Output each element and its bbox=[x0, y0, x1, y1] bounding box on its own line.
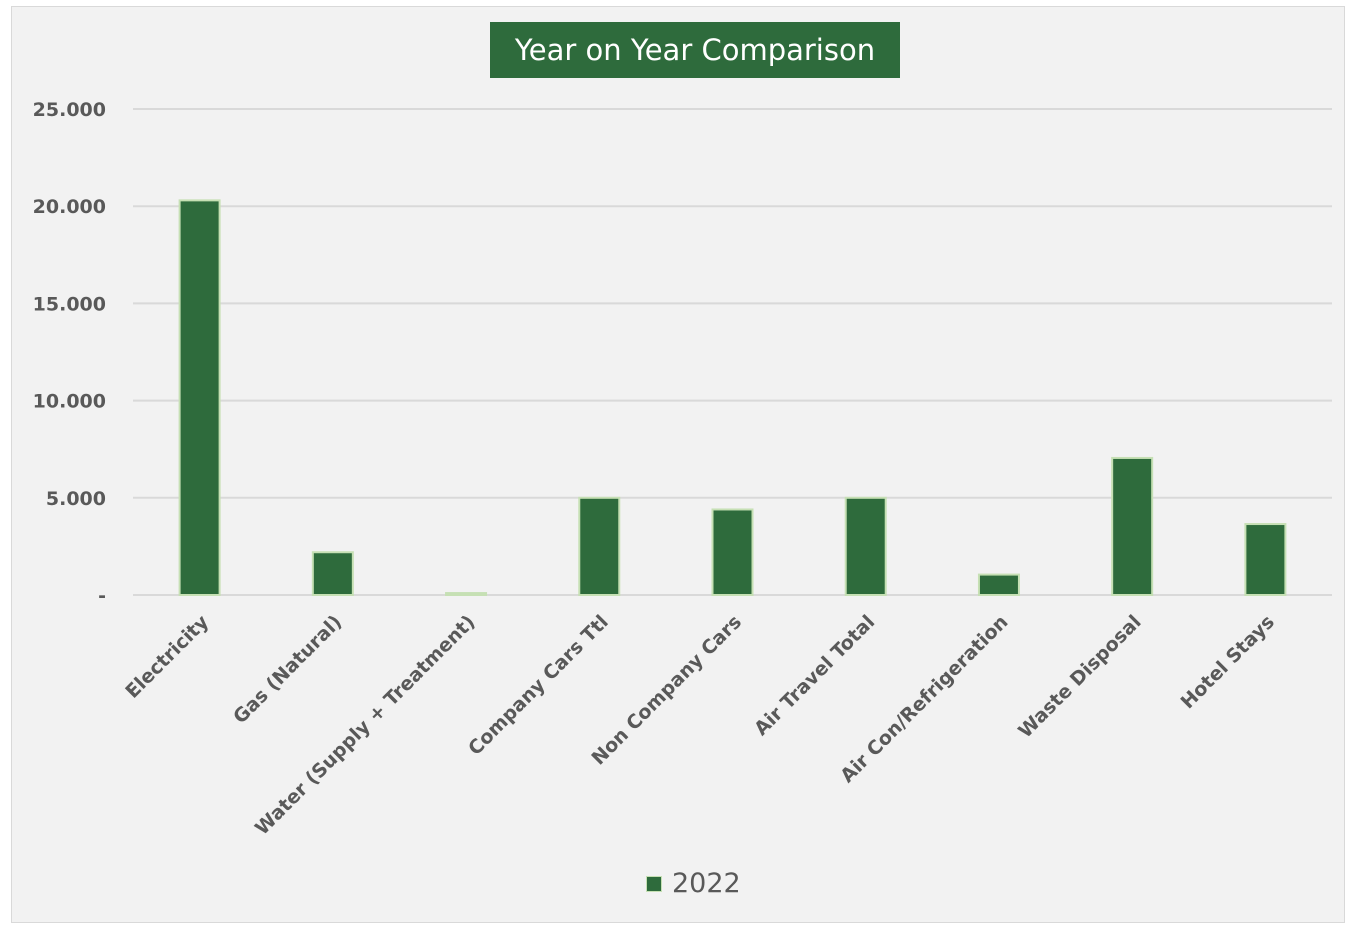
bar bbox=[977, 573, 1020, 597]
bar bbox=[578, 496, 621, 596]
y-tick-label: 25.000 bbox=[33, 99, 106, 121]
legend-swatch bbox=[646, 875, 662, 892]
x-tick-label: Air Travel Total bbox=[750, 611, 879, 740]
legend-label: 2022 bbox=[672, 868, 741, 899]
bar bbox=[445, 592, 488, 597]
bar bbox=[1111, 456, 1154, 596]
legend: 2022 bbox=[646, 868, 741, 899]
x-tick-label: Non Company Cars bbox=[587, 611, 746, 770]
x-tick-label: Waste Disposal bbox=[1014, 611, 1145, 742]
y-tick-label: 15.000 bbox=[33, 293, 106, 315]
x-tick-label: Electricity bbox=[121, 611, 213, 703]
y-tick-label: 5.000 bbox=[46, 488, 106, 510]
x-tick-label: Gas (Natural) bbox=[229, 611, 346, 728]
x-tick-label: Water (Supply + Treatment) bbox=[251, 611, 480, 840]
bar bbox=[311, 551, 354, 596]
bar bbox=[711, 508, 754, 596]
x-tick-label: Company Cars Ttl bbox=[464, 611, 613, 760]
y-tick-label: - bbox=[98, 585, 106, 607]
y-tick-label: 10.000 bbox=[33, 391, 106, 413]
y-tick-label: 20.000 bbox=[33, 196, 106, 218]
chart-title: Year on Year Comparison bbox=[490, 22, 900, 78]
bar bbox=[178, 199, 221, 596]
x-tick-label: Hotel Stays bbox=[1177, 611, 1279, 713]
bar bbox=[1244, 523, 1287, 597]
bar bbox=[844, 496, 887, 596]
